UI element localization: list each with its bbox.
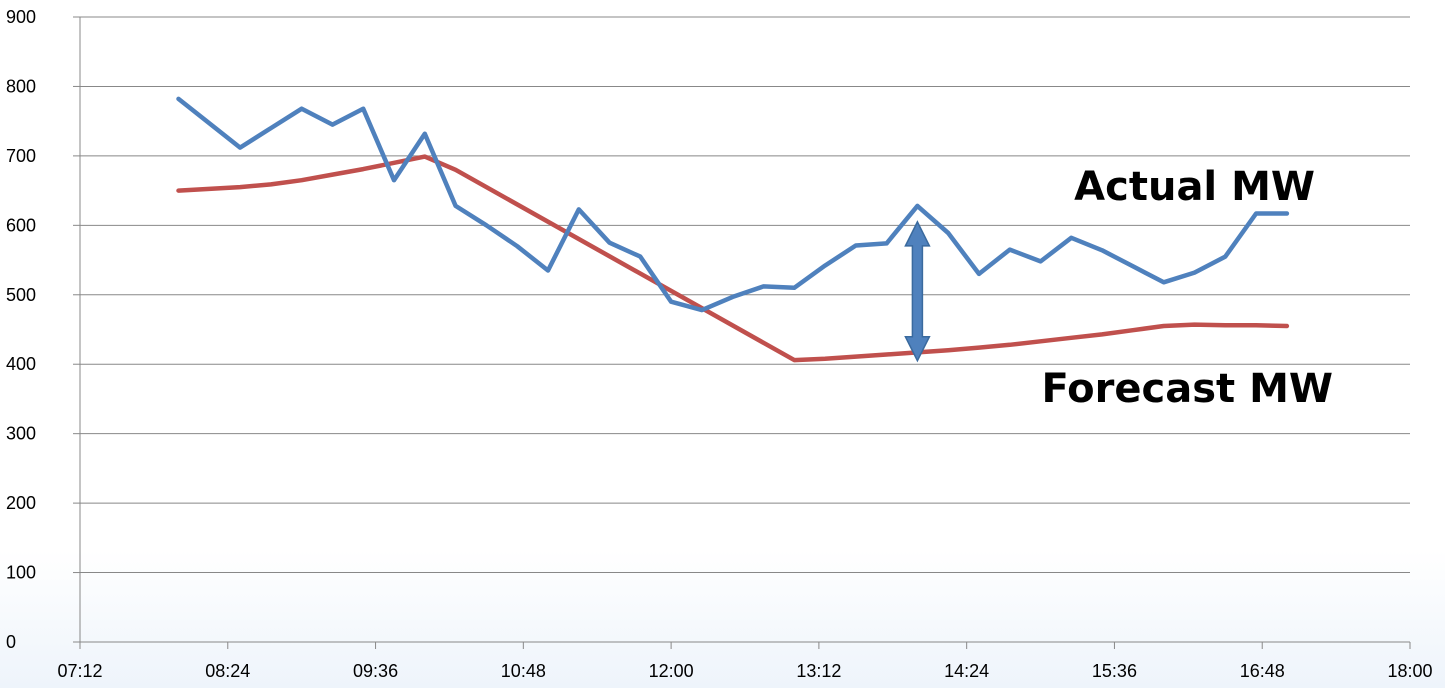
y-tick-label: 600	[6, 215, 36, 235]
y-tick-label: 400	[6, 354, 36, 374]
y-tick-label: 300	[6, 424, 36, 444]
x-tick-label: 15:36	[1092, 661, 1137, 681]
x-tick-label: 08:24	[205, 661, 250, 681]
y-tick-label: 500	[6, 285, 36, 305]
y-tick-label: 800	[6, 76, 36, 96]
x-tick-label: 07:12	[57, 661, 102, 681]
x-tick-label: 14:24	[944, 661, 989, 681]
x-tick-label: 16:48	[1240, 661, 1285, 681]
x-tick-label: 13:12	[796, 661, 841, 681]
axes: 0 100 200 300 400 500 600 700 800 900 07:12 08:24 09…	[6, 7, 1433, 681]
x-tick-label: 18:00	[1387, 661, 1432, 681]
x-tick-label: 09:36	[353, 661, 398, 681]
y-tick-label: 900	[6, 7, 36, 27]
x-tick-label: 10:48	[501, 661, 546, 681]
y-tick-label: 200	[6, 493, 36, 513]
actual-mw-annotation: Actual MW	[1074, 164, 1315, 210]
y-tick-label: 0	[6, 632, 16, 652]
forecast-mw-annotation: Forecast MW	[1041, 366, 1333, 412]
double-arrow-icon	[905, 222, 929, 361]
x-tick-label: 12:00	[649, 661, 694, 681]
difference-marker	[905, 222, 929, 361]
y-tick-label: 700	[6, 146, 36, 166]
series	[178, 99, 1287, 360]
y-tick-label: 100	[6, 563, 36, 583]
